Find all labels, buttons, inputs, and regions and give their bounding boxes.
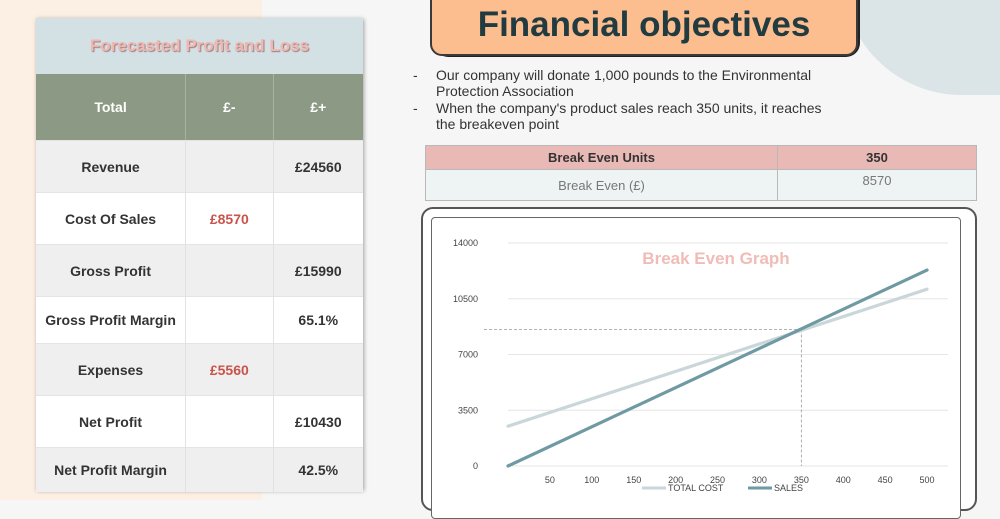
list-item: Our company will donate 1,000 pounds to … — [410, 67, 840, 99]
y-tick-label: 7000 — [458, 350, 478, 360]
x-tick-label: 450 — [878, 475, 893, 485]
chart-frame: 0 3500 7000 10500 14000 50 100 150 200 250 300 350 4… — [421, 207, 977, 519]
break-even-amount-label: Break Even (£) — [426, 170, 778, 200]
chart-area: 0 3500 7000 10500 14000 50 100 150 200 250 300 350 4… — [431, 217, 961, 519]
row-plus: £24560 — [294, 158, 342, 175]
table-row-gross-profit: Gross Profit £15990 — [36, 244, 363, 296]
header-total: Total — [36, 74, 187, 140]
row-minus — [186, 141, 274, 192]
row-minus: £5560 — [186, 344, 274, 395]
table-row-expenses: Expenses £5560 — [36, 343, 363, 395]
x-tick-label: 350 — [794, 475, 809, 485]
x-tick-label: 100 — [584, 475, 599, 485]
table-row-gross-profit-margin: Gross Profit Margin 65.1% — [36, 296, 363, 343]
chart-title: Break Even Graph — [642, 249, 789, 268]
background-decoration — [842, 0, 1000, 95]
row-plus: 65.1% — [298, 312, 339, 328]
table-row-revenue: Revenue £24560 — [36, 140, 363, 192]
list-item: When the company's product sales reach 3… — [410, 100, 840, 132]
objectives-list: Our company will donate 1,000 pounds to … — [410, 67, 840, 133]
row-label: Net Profit Margin — [36, 448, 187, 492]
legend-label: TOTAL COST — [668, 483, 724, 493]
y-tick-label: 10500 — [453, 294, 478, 304]
row-minus — [186, 297, 274, 343]
x-tick-label: 150 — [626, 475, 641, 485]
page-title: Financial objectives — [430, 0, 858, 56]
row-minus — [186, 448, 274, 492]
row-label: Gross Profit Margin — [36, 297, 187, 343]
profit-loss-table: Forecasted Profit and Loss Total £- £+ R… — [36, 18, 363, 492]
y-tick-label: 3500 — [458, 405, 478, 415]
break-even-table: Break Even Units 350 Break Even (£) 8570 — [425, 145, 977, 201]
series-line-total-cost — [506, 287, 929, 428]
profit-loss-header: Total £- £+ — [36, 74, 363, 140]
x-tick-label: 500 — [920, 475, 935, 485]
break-even-units-label: Break Even Units — [426, 146, 778, 169]
row-label: Cost Of Sales — [36, 193, 187, 244]
x-tick-label: 250 — [710, 475, 725, 485]
break-even-units-row: Break Even Units 350 — [426, 146, 976, 169]
x-tick-label: 400 — [836, 475, 851, 485]
header-minus: £- — [186, 74, 274, 140]
row-minus — [186, 396, 274, 447]
break-even-units-value: 350 — [866, 150, 888, 165]
row-plus: £15990 — [294, 262, 342, 279]
break-even-amount-value: 8570 — [862, 173, 892, 188]
x-tick-label: 50 — [545, 475, 555, 485]
row-label: Revenue — [36, 141, 187, 192]
break-even-chart: 0 3500 7000 10500 14000 50 100 150 200 250 300 350 4… — [453, 238, 948, 493]
header-plus: £+ — [310, 99, 327, 115]
series-line-sales — [506, 268, 929, 468]
table-row-net-profit-margin: Net Profit Margin 42.5% — [36, 447, 363, 492]
row-label: Gross Profit — [36, 245, 187, 296]
break-even-amount-row: Break Even (£) 8570 — [426, 169, 976, 200]
table-row-cost-of-sales: Cost Of Sales £8570 — [36, 192, 363, 244]
x-tick-label: 300 — [752, 475, 767, 485]
table-row-net-profit: Net Profit £10430 — [36, 395, 363, 447]
row-minus: £8570 — [186, 193, 274, 244]
profit-loss-title: Forecasted Profit and Loss — [36, 18, 363, 74]
y-tick-label: 14000 — [453, 238, 478, 248]
row-plus — [274, 344, 363, 395]
row-plus: £10430 — [294, 413, 342, 430]
row-plus: 42.5% — [298, 462, 339, 478]
row-plus — [274, 193, 363, 244]
x-tick-label: 200 — [668, 475, 683, 485]
row-label: Expenses — [36, 344, 187, 395]
row-minus — [186, 245, 274, 296]
row-label: Net Profit — [36, 396, 187, 447]
legend-label: SALES — [774, 483, 803, 493]
y-tick-label: 0 — [473, 461, 478, 471]
